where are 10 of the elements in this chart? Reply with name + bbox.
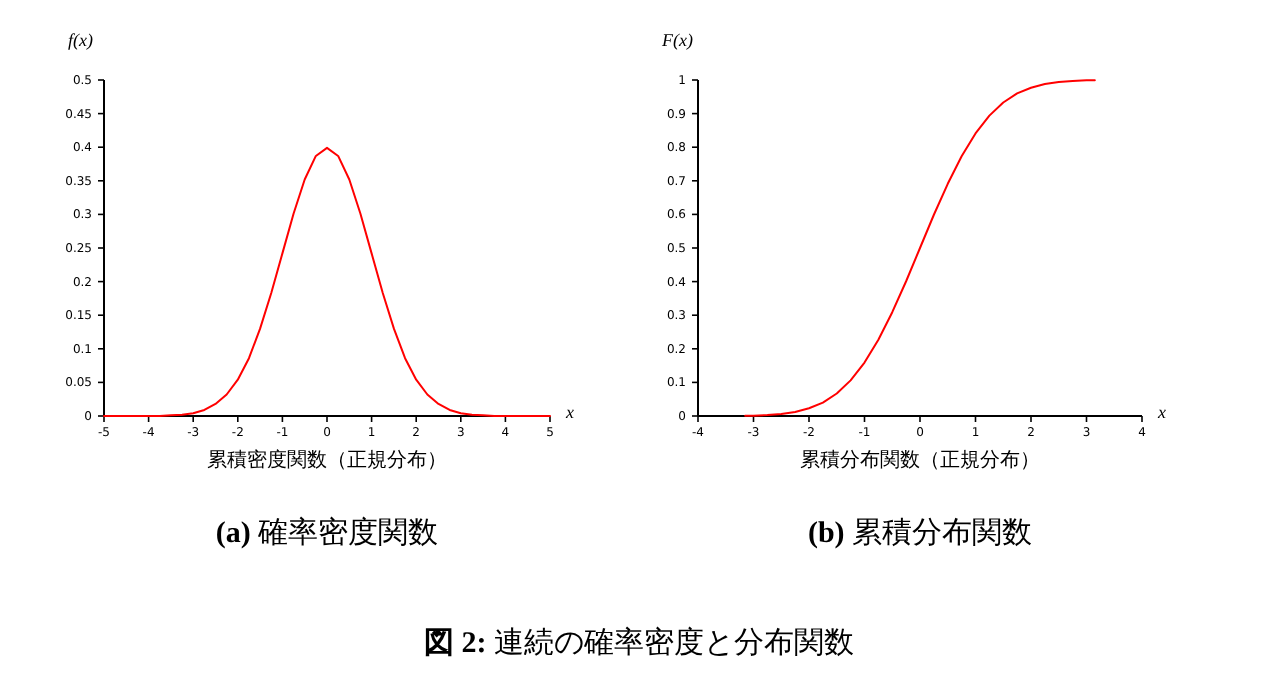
text: (b) 累積分布関数 (807, 516, 1033, 550)
line-series (744, 79, 1096, 417)
y-axis-title: f(x) (68, 30, 93, 50)
text: (a) 確率密度関数 (215, 516, 439, 550)
text: 累積分布関数（正規分布） (800, 448, 1040, 472)
x-axis-title: x (1156, 402, 1166, 422)
x-axis-title: x (564, 402, 574, 422)
text: 図 2: 連続の確率密度と分布関数 (424, 626, 854, 660)
y-axis-title: F(x) (660, 30, 693, 50)
text: 累積密度関数（正規分布） (207, 448, 447, 472)
